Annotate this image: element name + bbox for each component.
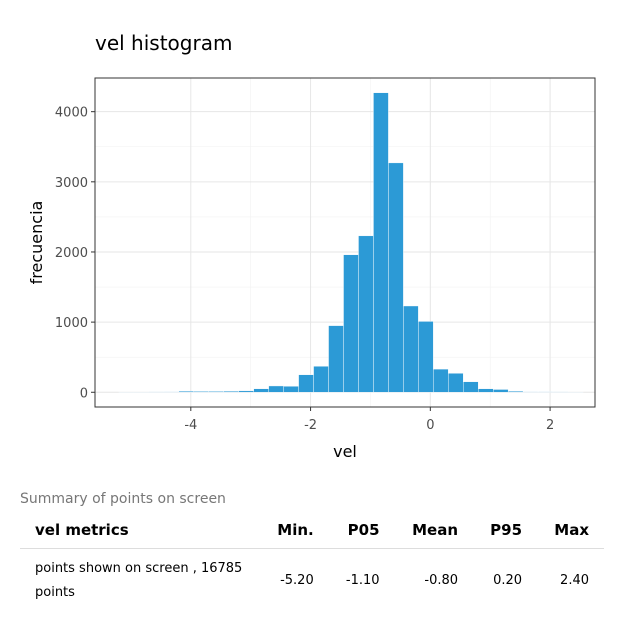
histogram-bar [268,385,284,393]
table-header-row: vel metrics Min. P05 Mean P95 Max [20,512,604,549]
histogram-bar [253,388,269,393]
histogram-bar [403,305,419,393]
histogram-bar [283,386,299,393]
histogram-bar [313,366,329,393]
cell-p05: -1.10 [345,573,380,588]
histogram-bar [328,325,344,393]
histogram-bar [358,235,374,393]
y-tick-label: 2000 [55,246,88,261]
histogram-bar [448,373,464,393]
cell-max: 2.40 [560,573,589,588]
histogram-bar [373,92,389,393]
header-metrics: vel metrics [20,512,260,549]
header-p95: P95 [473,512,538,549]
histogram-bar [507,391,524,393]
histogram-bar [208,391,224,393]
histogram-bar [238,390,254,393]
summary-table: vel metrics Min. P05 Mean P95 Max points… [20,512,604,613]
histogram-bars [118,92,584,393]
histogram-bar [178,391,195,393]
histogram-bar [493,389,509,393]
histogram-bar [223,391,239,393]
cell-mean: -0.80 [424,573,459,588]
cell-metric-label: points shown on screen , 16785 points [35,561,243,600]
y-tick-label: 3000 [55,176,88,191]
header-p05: P05 [328,512,395,549]
y-axis-title: frecuencia [27,201,46,285]
x-tick-label: 2 [546,418,554,433]
header-mean: Mean [394,512,474,549]
x-tick-label: -4 [184,418,197,433]
axis-ticks: -4 -2 0 2 0 1000 2000 3000 4000 [55,106,554,433]
histogram-bar [298,374,314,393]
histogram-bar [537,391,554,393]
x-tick-label: 0 [426,418,434,433]
histogram-bar [463,381,479,393]
plot-panel-border [94,77,596,408]
table-caption: Summary of points on screen [20,491,226,507]
histogram-bar [193,391,209,393]
header-min: Min. [260,512,329,549]
histogram-bar [343,254,359,393]
histogram-bar [478,388,494,393]
grid-lines [95,78,595,407]
histogram-bar [163,391,180,393]
histogram-bar [433,368,449,393]
header-max: Max [537,512,604,549]
histogram-plot: -4 -2 0 2 0 1000 2000 3000 4000 vel frecuencia [27,77,596,461]
cell-p95: 0.20 [493,573,523,588]
x-tick-label: -2 [304,418,317,433]
y-tick-label: 4000 [55,106,88,121]
x-axis-title: vel [333,442,357,461]
table-row: points shown on screen , 16785 points -5… [20,549,604,614]
y-tick-label: 1000 [55,316,88,331]
cell-min: -5.20 [280,573,314,588]
chart-title: vel histogram [95,31,233,55]
y-tick-label: 0 [80,386,88,401]
histogram-bar [388,162,404,393]
histogram-bar [418,321,434,393]
histogram-bar [522,391,539,393]
